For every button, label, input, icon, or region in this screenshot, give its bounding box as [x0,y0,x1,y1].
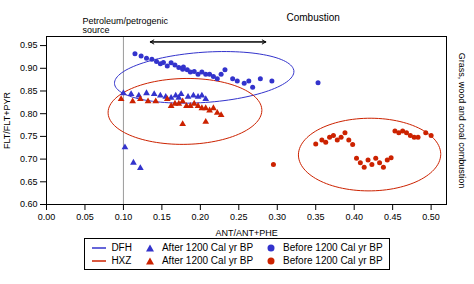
svg-text:0.60: 0.60 [20,199,38,209]
svg-text:0.65: 0.65 [20,177,38,187]
svg-text:0.40: 0.40 [345,212,363,222]
svg-text:0.45: 0.45 [384,212,402,222]
svg-text:0.30: 0.30 [269,212,287,222]
svg-text:0.20: 0.20 [192,212,210,222]
svg-text:Petroleum/petrogenicsource: Petroleum/petrogenicsource [83,16,169,35]
svg-text:0.00: 0.00 [38,212,56,222]
html-text:After 1200 Cal yr BP: After 1200 Cal yr BP [162,242,254,253]
html-text:After 1200 Cal yr BP: After 1200 Cal yr BP [162,255,254,266]
svg-text:0.90: 0.90 [20,63,38,73]
svg-text:Grass, wood and coal combustio: Grass, wood and coal combustion [457,53,467,189]
svg-text:0.70: 0.70 [20,154,38,164]
svg-text:0.95: 0.95 [20,40,38,50]
html-text:Before 1200 Cal yr BP: Before 1200 Cal yr BP [283,242,383,253]
svg-text:0.80: 0.80 [20,109,38,119]
html-text:Before 1200 Cal yr BP: Before 1200 Cal yr BP [283,255,383,266]
svg-text:0.10: 0.10 [115,212,133,222]
html-text:HXZ: HXZ [111,255,132,266]
svg-text:FLT/FLT+PYR: FLT/FLT+PYR [2,92,12,149]
html-text:DFH: DFH [111,242,132,253]
svg-text:0.75: 0.75 [20,131,38,141]
svg-text:0.35: 0.35 [307,212,325,222]
svg-text:Combustion: Combustion [287,12,340,23]
svg-text:ANT/ANT+PHE: ANT/ANT+PHE [215,228,277,238]
svg-text:0.25: 0.25 [230,212,248,222]
svg-text:0.15: 0.15 [153,212,171,222]
svg-text:0.50: 0.50 [422,212,440,222]
svg-text:0.05: 0.05 [76,212,94,222]
svg-text:0.85: 0.85 [20,86,38,96]
